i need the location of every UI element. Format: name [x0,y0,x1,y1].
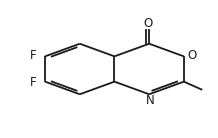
Text: F: F [30,49,36,62]
Text: F: F [30,76,36,89]
Text: O: O [143,17,153,30]
Text: N: N [146,94,155,107]
Text: O: O [187,49,197,62]
